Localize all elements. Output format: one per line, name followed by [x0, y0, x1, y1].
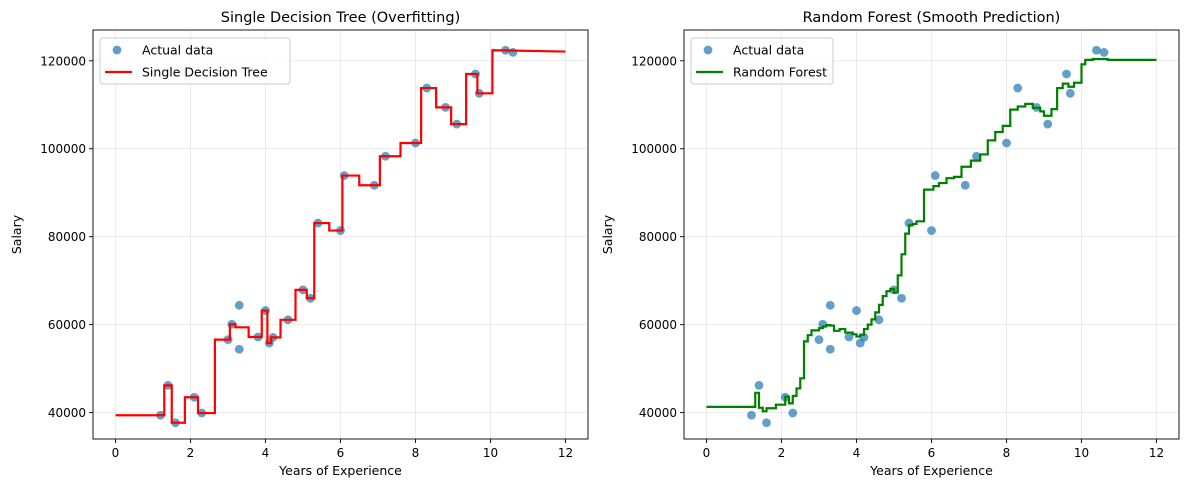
data-point	[972, 151, 981, 161]
x-axis-label: Years of Experience	[278, 463, 402, 478]
data-point	[844, 332, 854, 342]
data-point	[1099, 48, 1109, 57]
x-tick-label: 4	[262, 446, 270, 460]
y-tick-label: 100000	[631, 142, 677, 156]
legend-label-scatter: Actual data	[733, 43, 804, 58]
y-tick-label: 80000	[48, 230, 86, 244]
y-tick-label: 120000	[631, 54, 677, 68]
legend: Actual data Random Forest	[690, 37, 834, 85]
data-point	[1065, 88, 1075, 98]
x-tick-label: 4	[853, 446, 861, 460]
y-tick-label: 60000	[639, 318, 677, 332]
data-point	[960, 180, 970, 190]
x-tick-label: 2	[778, 446, 786, 460]
legend-marker-scatter	[703, 45, 713, 55]
prediction-line	[706, 57, 1157, 413]
data-point	[747, 410, 756, 420]
y-tick-label: 40000	[639, 406, 677, 420]
y-axis-label: Salary	[9, 214, 24, 254]
data-point	[1002, 138, 1011, 148]
legend-box	[99, 37, 291, 85]
x-axis-label: Years of Experience	[869, 463, 993, 478]
legend-label-line: Random Forest	[733, 65, 827, 80]
data-point	[897, 293, 906, 303]
legend-label-line: Single Decision Tree	[142, 65, 268, 80]
y-axis-label: Salary	[600, 214, 615, 254]
y-tick-label: 80000	[639, 230, 677, 244]
x-tick-label: 12	[1149, 446, 1164, 460]
data-point	[234, 344, 244, 354]
legend-marker-scatter	[112, 45, 122, 55]
legend-label-scatter: Actual data	[142, 43, 213, 58]
data-point	[814, 335, 824, 345]
x-tick-label: 10	[483, 446, 498, 460]
x-tick-label: 6	[928, 446, 936, 460]
chart-title: Single Decision Tree (Overfitting)	[221, 10, 460, 26]
data-point	[1013, 83, 1023, 93]
data-point	[852, 306, 861, 315]
data-point	[1043, 119, 1053, 129]
x-tick-label: 12	[558, 446, 573, 460]
data-point	[234, 300, 244, 310]
x-tick-label: 0	[112, 446, 120, 460]
data-point	[1062, 69, 1071, 79]
data-point	[788, 408, 798, 418]
x-tick-label: 2	[187, 446, 195, 460]
y-tick-label: 40000	[48, 406, 86, 420]
x-tick-label: 0	[703, 446, 711, 460]
prediction-line	[115, 49, 566, 424]
data-point	[930, 171, 940, 180]
legend-box	[690, 37, 834, 85]
x-tick-label: 10	[1074, 446, 1089, 460]
data-point	[927, 226, 936, 235]
y-tick-label: 100000	[40, 142, 86, 156]
x-tick-label: 8	[412, 446, 420, 460]
legend: Actual data Single Decision Tree	[99, 37, 291, 85]
chart-title: Random Forest (Smooth Prediction)	[803, 10, 1061, 26]
data-point	[754, 380, 764, 390]
data-point	[825, 344, 835, 354]
data-point	[508, 48, 518, 57]
x-tick-label: 8	[1003, 446, 1011, 460]
y-tick-label: 60000	[48, 318, 86, 332]
data-point	[874, 315, 884, 325]
data-point	[825, 300, 835, 310]
y-tick-label: 120000	[40, 54, 86, 68]
data-point	[762, 418, 771, 428]
chart-panel-2: 0 2 4 6 8 10 12 40000 60000 80000 100000 120000 Rand…	[600, 10, 1180, 478]
chart-panel-1: 0 2 4 6 8 10 12 40000 60000 80000 100000 120000 Sing…	[9, 10, 589, 478]
x-tick-label: 6	[337, 446, 345, 460]
data-point	[1092, 45, 1101, 55]
